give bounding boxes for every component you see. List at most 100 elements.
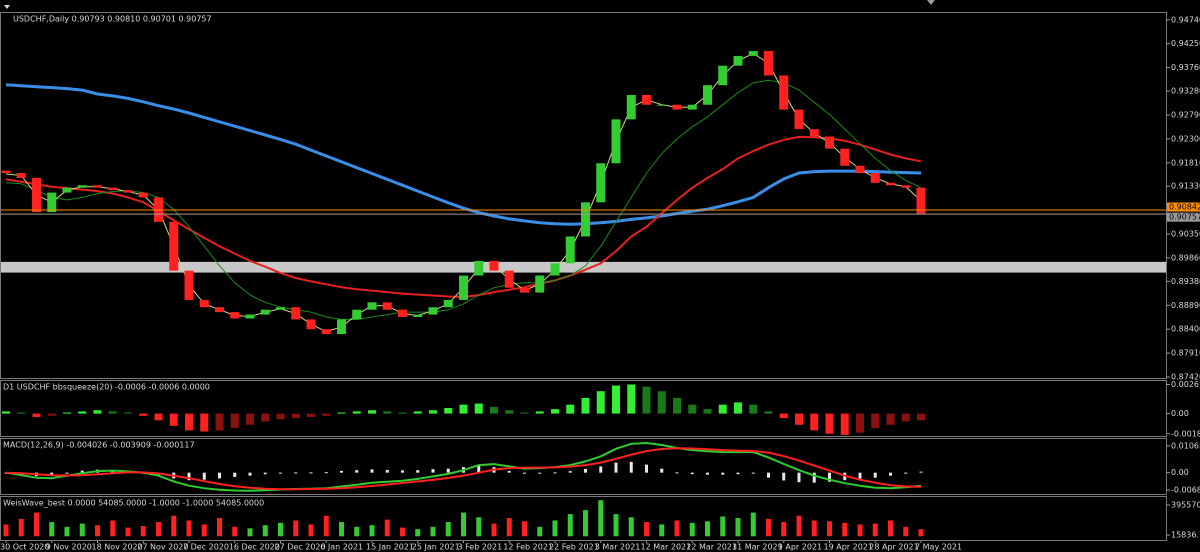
- candle: [764, 51, 773, 76]
- volume-bar: [278, 522, 283, 537]
- candle: [779, 75, 789, 110]
- macd-bar: [263, 472, 267, 475]
- volume-bar: [461, 512, 466, 537]
- volume-bar: [598, 500, 604, 537]
- volume-bar: [705, 521, 710, 537]
- candle: [93, 185, 102, 188]
- volume-bar: [674, 520, 680, 537]
- squeeze-bar: [429, 410, 437, 414]
- candle: [367, 302, 377, 310]
- volume-bar: [552, 520, 558, 537]
- macd-bar: [675, 472, 679, 474]
- squeeze-bar: [78, 411, 87, 414]
- squeeze-bar: [383, 411, 392, 414]
- y-tick-label: 0.010654: [1171, 441, 1200, 450]
- candle: [733, 55, 743, 66]
- candle: [306, 319, 316, 330]
- x-tick-label: 12 Feb 2021: [503, 543, 553, 552]
- candle: [535, 275, 545, 293]
- y-tick-label: -0.0018: [1171, 429, 1200, 438]
- squeeze-bar: [749, 404, 758, 414]
- volume-bar: [125, 527, 131, 537]
- x-tick-label: 31 Mar 2021: [732, 543, 783, 552]
- macd-bar: [507, 470, 511, 473]
- squeeze-bar: [490, 406, 498, 414]
- volume-bar: [49, 522, 55, 537]
- candle: [428, 307, 438, 315]
- squeeze-bar: [673, 397, 681, 414]
- squeeze-bar: [703, 409, 712, 414]
- candle: [413, 314, 423, 317]
- macd-bar: [599, 466, 603, 473]
- candle: [123, 190, 133, 193]
- macd-bar: [614, 462, 618, 473]
- candle: [581, 202, 590, 237]
- squeeze-bar: [917, 413, 925, 421]
- squeeze-bar: [840, 413, 849, 435]
- squeeze-bar: [337, 412, 346, 414]
- price-level-label: 0.90757: [1169, 213, 1200, 222]
- candle: [901, 185, 911, 188]
- macd-bar: [660, 468, 664, 473]
- macd-bar: [370, 469, 374, 473]
- squeeze-bar: [139, 413, 148, 416]
- squeeze-bar: [322, 413, 331, 416]
- volume-bar: [217, 518, 222, 537]
- volume-bar: [308, 524, 314, 537]
- squeeze-bar: [2, 411, 10, 414]
- squeeze-bar: [901, 413, 910, 422]
- indicator-line: [5, 442, 922, 492]
- volume-bar: [628, 517, 634, 537]
- volume-bar: [903, 526, 909, 537]
- candle: [657, 104, 667, 106]
- squeeze-bar: [63, 412, 71, 414]
- macd-bar: [828, 472, 831, 482]
- candle: [809, 129, 819, 137]
- candle: [1, 170, 11, 174]
- y-tick-label: 15836.7: [1171, 531, 1200, 540]
- macd-bar: [751, 472, 755, 474]
- squeeze-bar: [779, 413, 788, 419]
- macd-bar: [523, 472, 526, 474]
- y-tick-label: 0.00: [1171, 468, 1189, 477]
- macd-bar: [65, 472, 69, 474]
- macd-bar: [294, 472, 298, 474]
- squeeze-bar: [230, 413, 239, 429]
- volume-bar: [323, 515, 329, 537]
- squeeze-bar: [291, 413, 300, 419]
- volume-bar: [232, 526, 238, 537]
- squeeze-bar: [566, 404, 575, 414]
- candle: [489, 260, 499, 271]
- candle: [611, 119, 621, 164]
- indicator-line: [5, 135, 922, 298]
- candle: [47, 192, 57, 213]
- macd-bar: [279, 472, 282, 474]
- volume-bar: [140, 525, 146, 537]
- squeeze-bar: [474, 403, 483, 414]
- volume-bar: [400, 527, 405, 537]
- candle: [245, 314, 255, 319]
- macd-bar: [416, 470, 420, 473]
- candle: [855, 165, 865, 174]
- squeeze-bar: [261, 413, 270, 422]
- macd-bar: [50, 472, 54, 476]
- macd-bar: [706, 472, 709, 475]
- squeeze-bar: [825, 413, 834, 434]
- volume-bar: [491, 523, 497, 537]
- squeeze-bar: [47, 413, 56, 416]
- squeeze-bar: [246, 413, 254, 425]
- squeeze-bar: [215, 413, 224, 431]
- candle: [840, 148, 850, 166]
- volume-bar: [18, 518, 24, 537]
- x-tick-label: 27 Dec 2020: [275, 543, 326, 552]
- candle: [138, 192, 148, 198]
- volume-bar: [186, 520, 192, 537]
- candle: [230, 312, 240, 319]
- title-arrow: [4, 5, 10, 9]
- volume-bar: [384, 519, 390, 537]
